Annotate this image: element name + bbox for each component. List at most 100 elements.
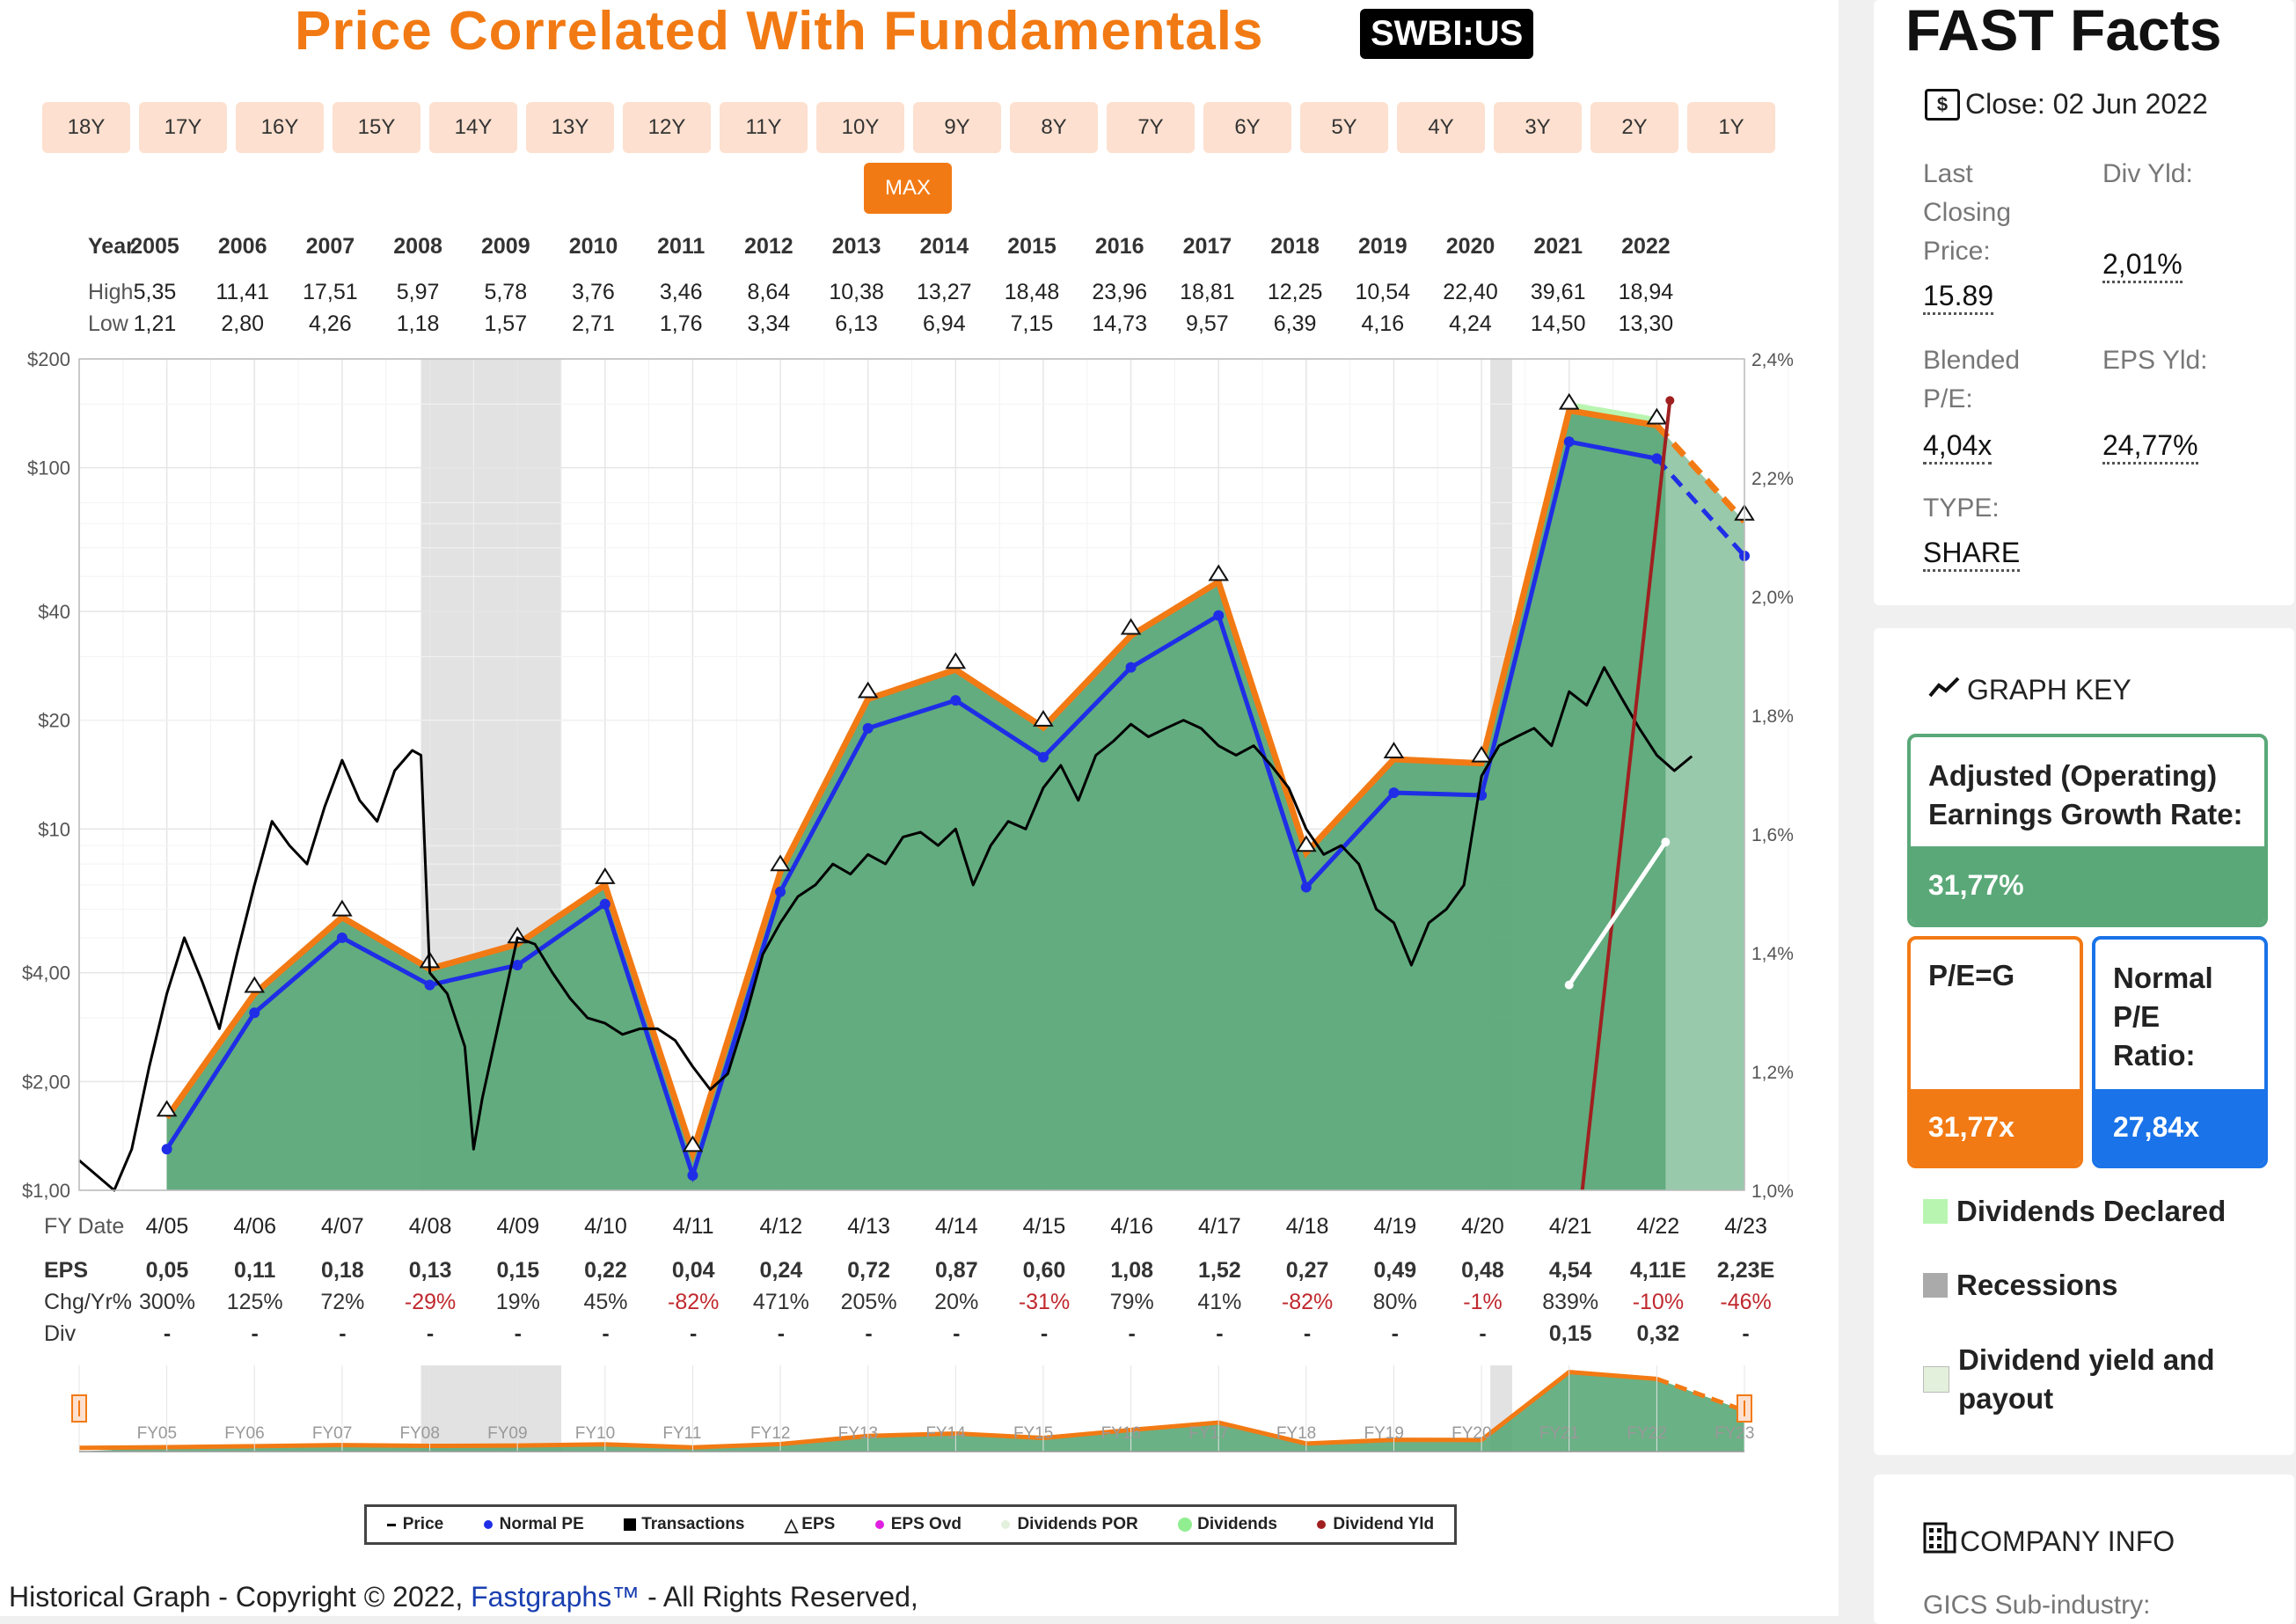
range-button-12y[interactable]: 12Y (623, 102, 711, 153)
navigator-label: FY19 (1364, 1424, 1403, 1443)
chg-cell: 20% (934, 1290, 979, 1314)
y-tick-left: $100 (27, 457, 70, 479)
fast-facts-title: FAST Facts (1905, 0, 2222, 62)
year-cell: 2016 (1094, 234, 1144, 259)
pe-g-label: P/E=G (1928, 959, 2015, 991)
range-button-7y[interactable]: 7Y (1107, 102, 1195, 153)
eps-marker (1471, 745, 1492, 763)
company-info-card: COMPANY INFO GICS Sub-industry: (1874, 1474, 2294, 1624)
type-value[interactable]: SHARE (1923, 537, 2021, 572)
div-cell: - (1303, 1321, 1312, 1346)
range-button-9y[interactable]: 9Y (913, 102, 1001, 153)
fy-cell: 4/09 (496, 1214, 540, 1239)
range-button-max[interactable]: MAX (864, 163, 952, 214)
price-chart[interactable]: $200 $100 $40 $20 $10 $4,00 $2,00 $1,00 2,4% 2,2%… (0, 334, 1839, 1214)
low-row-label: Low (88, 311, 128, 336)
chart-line-icon (1928, 674, 1962, 706)
chg-cell: 205% (840, 1290, 897, 1314)
eps-cell: 2,23E (1716, 1258, 1775, 1283)
fy-cell: 4/15 (1022, 1214, 1066, 1239)
last-closing-value[interactable]: 15.89 (1923, 280, 1994, 315)
growth-rate-value: 31,77% (1911, 846, 2264, 924)
blended-pe-value[interactable]: 4,04x (1923, 429, 1993, 465)
legend-label: Dividend Yld (1333, 1515, 1435, 1533)
graph-key-title: GRAPH KEY (1967, 674, 2131, 706)
legend-item-dividends[interactable]: Dividends (1178, 1515, 1277, 1534)
chg-cell: -1% (1463, 1290, 1503, 1314)
eps-yld-value[interactable]: 24,77% (2102, 429, 2198, 465)
normal-pe-point (775, 886, 786, 897)
chg-cell: -10% (1632, 1290, 1685, 1314)
close-date: $ Close: 02 Jun 2022 (1925, 88, 2208, 121)
low-cell: 3,34 (747, 311, 791, 336)
div-cell: - (1742, 1321, 1750, 1346)
fy-cell: 4/18 (1285, 1214, 1329, 1239)
range-button-5y[interactable]: 5Y (1300, 102, 1388, 153)
range-button-13y[interactable]: 13Y (526, 102, 614, 153)
high-cell: 18,81 (1180, 280, 1235, 304)
year-cell: 2015 (1007, 234, 1057, 259)
eps-marker (1646, 407, 1668, 425)
year-cell: 2008 (393, 234, 442, 259)
navigator-label: FY21 (1539, 1424, 1579, 1443)
range-button-18y[interactable]: 18Y (42, 102, 130, 153)
growth-fit-end (1661, 838, 1671, 847)
range-button-8y[interactable]: 8Y (1010, 102, 1098, 153)
normal-pe-point (1388, 787, 1400, 799)
range-button-4y[interactable]: 4Y (1397, 102, 1485, 153)
low-cell: 14,50 (1530, 311, 1586, 336)
eps-marker (770, 854, 791, 872)
range-button-1y[interactable]: 1Y (1687, 102, 1775, 153)
eps-forecast-line (1654, 423, 1747, 524)
normal-pe-point (336, 932, 347, 943)
y-tick-right: 2,2% (1751, 469, 1794, 489)
legend-item-eps[interactable]: △ EPS (784, 1515, 836, 1535)
range-button-15y[interactable]: 15Y (333, 102, 420, 153)
navigator-forecast (1656, 1377, 1745, 1413)
eps-cell: 1,52 (1198, 1258, 1241, 1283)
range-button-2y[interactable]: 2Y (1590, 102, 1678, 153)
fy-cell: 4/10 (584, 1214, 627, 1239)
key-label-dividend-yield: Dividend yield and payout (1958, 1343, 2215, 1415)
chg-cell: -46% (1720, 1290, 1772, 1314)
legend-item-dividends-por[interactable]: Dividends POR (1001, 1515, 1138, 1534)
fast-facts-card: FAST Facts $ Close: 02 Jun 2022 Last Clo… (1874, 0, 2294, 605)
normal-pe-value: 27,84x (2095, 1089, 2264, 1165)
range-button-17y[interactable]: 17Y (139, 102, 227, 153)
range-button-3y[interactable]: 3Y (1494, 102, 1582, 153)
navigator-label: FY07 (312, 1424, 352, 1443)
range-button-16y[interactable]: 16Y (236, 102, 324, 153)
legend-item-price[interactable]: Price (386, 1515, 444, 1534)
high-cell: 18,48 (1004, 280, 1060, 304)
dividend-yield-point (1665, 396, 1675, 406)
legend-item-normal-pe[interactable]: Normal PE (483, 1515, 584, 1534)
legend-item-dividend-yld[interactable]: Dividend Yld (1317, 1515, 1434, 1534)
div-row-label: Div (44, 1321, 77, 1346)
legend-item-eps-ovd[interactable]: EPS Ovd (874, 1515, 962, 1534)
fy-cell: 4/11 (672, 1214, 714, 1239)
range-button-14y[interactable]: 14Y (429, 102, 517, 153)
range-button-6y[interactable]: 6Y (1203, 102, 1291, 153)
normal-pe-box: Normal P/E Ratio: 27,84x (2092, 936, 2268, 1168)
fy-cell: 4/12 (759, 1214, 803, 1239)
range-button-10y[interactable]: 10Y (816, 102, 904, 153)
div-yld-value[interactable]: 2,01% (2102, 248, 2183, 283)
fy-cell: 4/07 (321, 1214, 364, 1239)
navigator-label: FY06 (224, 1424, 264, 1443)
fastgraphs-link[interactable]: Fastgraphs™ (471, 1581, 640, 1613)
chg-cell: 45% (583, 1290, 628, 1314)
eps-marker (682, 1135, 704, 1152)
range-button-11y[interactable]: 11Y (720, 102, 808, 153)
eps-line (164, 406, 1657, 1163)
eps-yld-label: EPS Yld: (2102, 346, 2208, 375)
legend-label: EPS Ovd (890, 1515, 962, 1533)
y-tick-right: 2,0% (1751, 588, 1794, 608)
div-cell: - (1128, 1321, 1136, 1346)
navigator-label: FY05 (137, 1424, 177, 1443)
range-navigator[interactable]: FY05 FY06 FY07 FY08 FY09 FY10 FY11 FY12 FY13 FY14… (0, 1355, 1839, 1469)
fy-date-label: FY Date (44, 1214, 125, 1239)
key-dividend-yield: Dividend yield and payout (1923, 1341, 2257, 1418)
legend-item-transactions[interactable]: Transactions (624, 1515, 744, 1534)
chg-row-label: Chg/Yr% (44, 1290, 133, 1314)
legend-label: Price (402, 1515, 444, 1533)
